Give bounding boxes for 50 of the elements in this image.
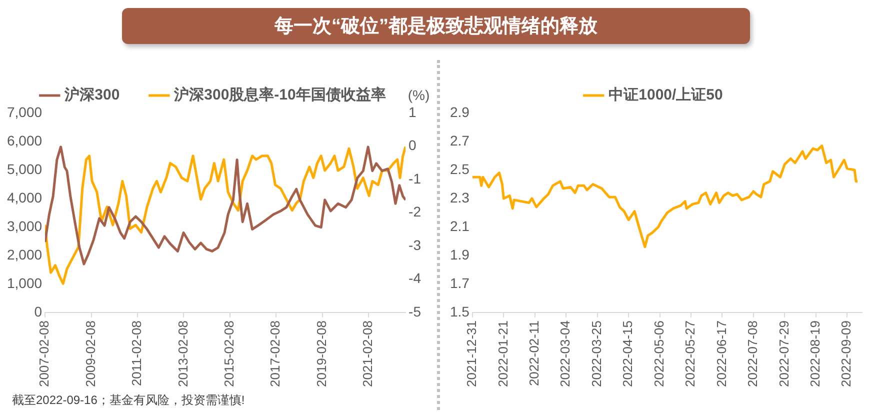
x-tick-label: 2022-06-17 <box>714 320 729 387</box>
y-tick-label: 2,000 <box>6 246 42 262</box>
y-tick-label: 2.3 <box>450 189 470 206</box>
x-tick-label: 2022-02-11 <box>526 320 542 386</box>
y-tick-label: 6,000 <box>6 132 42 148</box>
legend-label: 中证1000/上证50 <box>608 86 723 104</box>
legend-label: 沪深300 <box>64 86 120 104</box>
x-tick-label: 2022-04-15 <box>620 320 636 387</box>
x-tick-label: 2017-02-08 <box>268 320 283 387</box>
y2-tick-label: -2 <box>408 204 422 220</box>
y2-tick-label: -3 <box>408 236 422 253</box>
x-tick-label: 2022-05-27 <box>682 320 698 387</box>
y2-axis-title: (%) <box>408 86 430 103</box>
x-tick-label: 2022-03-04 <box>558 320 573 387</box>
x-tick-label: 2022-09-09 <box>838 320 854 387</box>
x-tick-label: 2022-03-25 <box>588 320 604 387</box>
y-tick-label: 2.5 <box>450 160 470 177</box>
x-tick-label: 2022-07-29 <box>776 320 792 387</box>
y-tick-label: 5,000 <box>6 160 42 177</box>
y2-tick-label: -4 <box>408 270 422 286</box>
y-tick-label: 2.1 <box>450 218 470 234</box>
y-tick-label: 1.5 <box>450 303 470 320</box>
y-tick-label: 3,000 <box>6 218 42 234</box>
x-tick-label: 2021-02-08 <box>360 320 376 387</box>
x-tick-label: 2011-02-08 <box>129 320 144 386</box>
chart-title: 每一次“破位”都是极致悲观情绪的释放 <box>122 8 750 44</box>
y-tick-label: 1.9 <box>450 246 470 262</box>
y2-tick-label: -1 <box>408 170 422 186</box>
y2-tick-label: -5 <box>408 303 422 320</box>
x-tick-label: 2007-02-08 <box>36 320 52 387</box>
x-tick-label: 2022-08-19 <box>807 320 822 387</box>
x-tick-label: 2013-02-08 <box>175 320 190 387</box>
x-tick-label: 2022-07-08 <box>745 320 760 387</box>
y-tick-label: 1.7 <box>450 274 470 291</box>
y-tick-label: 7,000 <box>6 104 42 120</box>
x-tick-label: 2022-01-21 <box>495 320 510 387</box>
x-tick-label: 2021-12-31 <box>464 320 480 387</box>
legend-label: 沪深300股息率-10年国债收益率 <box>173 86 386 104</box>
y-tick-label: 2.9 <box>450 104 470 120</box>
y-tick-label: 4,000 <box>6 189 42 206</box>
y-tick-label: 2.7 <box>450 132 470 148</box>
y2-tick-label: 0 <box>408 137 417 154</box>
x-tick-label: 2015-02-08 <box>221 320 236 387</box>
x-tick-label: 2022-05-06 <box>651 320 666 387</box>
x-tick-label: 2019-02-08 <box>314 320 329 387</box>
y-tick-label: 0 <box>34 303 42 320</box>
text: 截至2022-09-16；基金有风险，投资需谨慎! <box>12 392 245 409</box>
y-tick-label: 1,000 <box>6 274 42 291</box>
x-tick-label: 2009-02-08 <box>82 320 98 387</box>
y2-tick-label: 1 <box>408 104 417 120</box>
